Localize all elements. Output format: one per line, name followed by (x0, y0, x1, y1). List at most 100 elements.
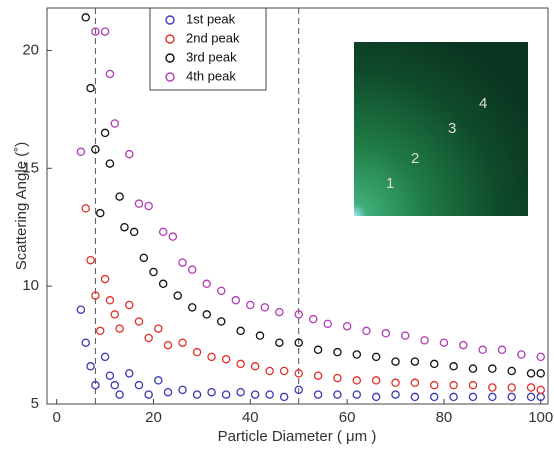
data-point (134, 199, 144, 208)
data-point (115, 390, 124, 399)
data-point (429, 380, 439, 390)
data-point (105, 69, 115, 79)
legend-marker (165, 34, 175, 44)
data-point (478, 345, 487, 355)
data-point (125, 149, 134, 159)
data-point (250, 362, 260, 371)
data-point (125, 300, 134, 310)
x-tick-label: 20 (145, 409, 162, 426)
data-point (507, 383, 516, 392)
legend-label: 3rd peak (186, 49, 237, 64)
x-axis-label: Particle Diameter ( μm ) (218, 428, 377, 445)
data-point (86, 83, 95, 93)
data-point (391, 390, 400, 399)
data-point (207, 352, 216, 362)
data-point (352, 390, 362, 399)
data-point (100, 274, 110, 284)
x-tick-label: 80 (436, 409, 453, 426)
data-point (488, 392, 497, 402)
data-point (95, 208, 105, 218)
data-point (313, 390, 323, 399)
data-point (149, 267, 158, 277)
data-point (129, 227, 139, 237)
data-point (488, 383, 497, 392)
data-point (110, 380, 120, 390)
inset-label: 4 (479, 95, 487, 112)
data-point (371, 352, 381, 362)
inset-label: 2 (411, 150, 419, 167)
data-point (105, 159, 115, 168)
legend: 1st peak 2nd peak 3rd peak 4th peak (149, 7, 267, 91)
data-point (81, 338, 90, 347)
data-point (221, 354, 231, 364)
data-point (115, 192, 124, 201)
data-point (192, 347, 202, 357)
data-point (352, 376, 362, 385)
data-point (187, 265, 197, 274)
data-point (507, 366, 516, 376)
data-point (134, 317, 144, 326)
data-point (154, 376, 163, 385)
data-point (76, 147, 86, 157)
data-point (95, 326, 105, 336)
data-point (246, 300, 255, 310)
data-point (323, 319, 333, 329)
data-point (429, 359, 439, 369)
data-point (91, 291, 100, 300)
data-point (294, 310, 303, 319)
data-point (144, 390, 153, 399)
data-point (202, 310, 211, 319)
data-point (178, 338, 187, 347)
x-tick-label: 100 (528, 409, 553, 426)
x-tick-label: 60 (339, 409, 356, 426)
data-point (294, 385, 303, 395)
data-point (236, 387, 245, 397)
x-tick-label: 0 (53, 409, 61, 426)
data-point (144, 333, 153, 343)
data-point (449, 380, 458, 390)
data-point (125, 369, 134, 378)
data-point (236, 359, 245, 369)
data-point (86, 362, 95, 371)
data-point (391, 378, 400, 388)
data-point (139, 253, 149, 263)
data-point (207, 387, 216, 397)
data-point (371, 392, 381, 402)
data-point (420, 336, 429, 345)
legend-label: 4th peak (186, 68, 236, 83)
data-point (410, 357, 420, 366)
data-point (459, 340, 468, 350)
y-tick-label: 5 (31, 395, 39, 412)
legend-marker (165, 53, 175, 63)
data-point (439, 338, 449, 347)
data-point (202, 279, 211, 289)
legend-marker (165, 15, 175, 25)
data-point (275, 307, 284, 317)
data-point (221, 390, 231, 399)
data-point (236, 326, 245, 336)
data-point (154, 324, 163, 333)
data-point (91, 27, 100, 36)
data-point (362, 326, 371, 336)
data-point (187, 303, 197, 312)
data-point (391, 357, 400, 366)
data-point (86, 255, 95, 265)
data-point (449, 392, 458, 402)
inset-label: 3 (448, 120, 456, 137)
inset-image (354, 42, 528, 216)
data-point (76, 305, 86, 314)
legend-marker (165, 72, 175, 82)
data-point (158, 227, 168, 237)
data-point (342, 321, 352, 331)
data-point (468, 380, 478, 390)
plot-frame (46, 7, 549, 405)
data-point (488, 364, 497, 373)
data-point (279, 392, 289, 402)
data-point (260, 303, 270, 312)
data-point (91, 145, 100, 154)
data-point (497, 345, 507, 355)
data-point (217, 317, 226, 326)
data-point (81, 13, 90, 22)
data-point (536, 369, 545, 378)
data-point (163, 387, 173, 397)
